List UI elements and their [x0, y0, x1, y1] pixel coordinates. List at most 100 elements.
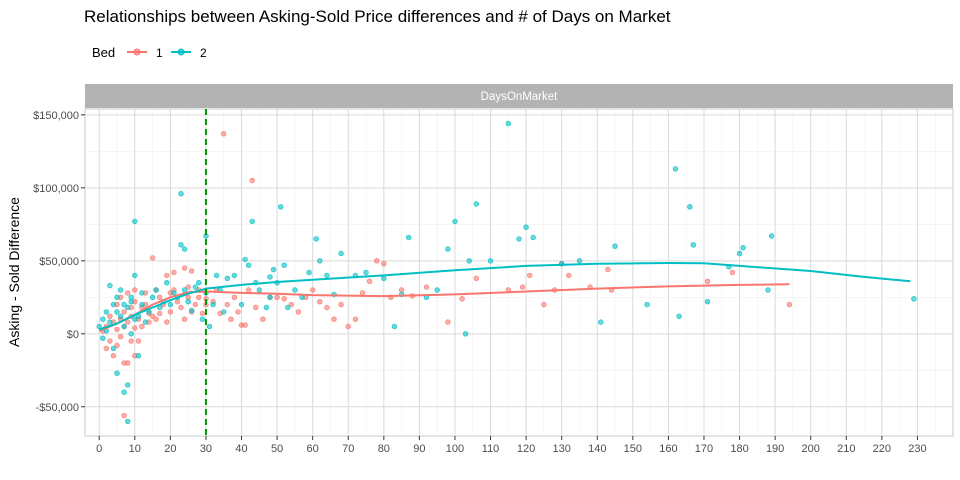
data-point-bed-1: [149, 255, 156, 261]
x-tick-label: 120: [517, 443, 535, 455]
data-point-bed-2: [132, 272, 138, 279]
data-point-bed-1: [459, 296, 465, 302]
data-point-bed-2: [107, 282, 113, 289]
data-point-bed-1: [114, 326, 120, 333]
data-point-bed-2: [270, 266, 277, 273]
facet-strip: DaysOnMarket: [85, 84, 953, 108]
data-point-bed-1: [167, 309, 174, 315]
data-point-bed-1: [381, 261, 387, 267]
legend-label-2: 2: [200, 46, 207, 60]
data-point-bed-1: [786, 301, 793, 308]
data-point-bed-1: [224, 301, 231, 308]
data-point-bed-1: [345, 323, 351, 330]
data-point-bed-1: [242, 322, 248, 328]
data-point-bed-1: [135, 338, 142, 344]
x-tick-label: 150: [624, 443, 642, 455]
chart-title: Relationships between Asking-Sold Price …: [84, 7, 671, 26]
x-tick-label: 80: [378, 443, 390, 455]
x-tick-label: 100: [446, 443, 464, 455]
data-point-bed-2: [278, 204, 284, 210]
data-point-bed-1: [153, 316, 159, 322]
data-point-bed-1: [174, 299, 181, 305]
data-point-bed-2: [768, 233, 775, 239]
data-point-bed-2: [690, 242, 696, 248]
data-point-bed-2: [139, 290, 145, 296]
data-point-bed-2: [911, 296, 917, 302]
data-point-bed-2: [238, 301, 245, 308]
x-tick-label: 30: [200, 443, 212, 455]
data-point-bed-1: [366, 278, 373, 284]
data-point-bed-2: [196, 280, 202, 286]
data-point-bed-2: [153, 287, 159, 293]
data-point-bed-2: [206, 323, 213, 330]
data-point-bed-2: [452, 218, 458, 225]
y-tick-label: $100,000: [33, 183, 79, 195]
data-point-bed-1: [128, 338, 134, 344]
data-point-bed-2: [267, 294, 273, 300]
data-point-bed-2: [100, 316, 106, 322]
data-point-bed-2: [324, 272, 330, 279]
data-point-bed-2: [114, 294, 120, 300]
data-point-bed-1: [124, 360, 131, 366]
data-point-bed-1: [338, 301, 344, 308]
legend-label-1: 1: [156, 46, 163, 60]
data-point-bed-2: [110, 301, 117, 308]
data-point-bed-2: [672, 166, 679, 172]
data-point-bed-2: [306, 269, 312, 276]
x-tick-label: 200: [802, 443, 820, 455]
data-point-bed-1: [199, 310, 206, 317]
data-point-bed-2: [434, 287, 440, 293]
data-point-bed-2: [231, 272, 238, 279]
data-point-bed-2: [687, 204, 693, 210]
data-point-bed-2: [263, 304, 270, 311]
x-tick-label: 90: [413, 443, 425, 455]
x-tick-label: 110: [482, 443, 500, 455]
data-point-bed-2: [245, 262, 252, 268]
data-point-bed-1: [331, 316, 337, 322]
data-point-bed-2: [132, 218, 138, 225]
data-point-bed-2: [128, 331, 134, 337]
data-point-bed-2: [576, 258, 583, 264]
data-point-bed-1: [149, 313, 156, 319]
x-tick-label: 190: [766, 443, 784, 455]
data-point-bed-2: [199, 316, 206, 322]
data-point-bed-2: [121, 323, 127, 330]
data-point-bed-2: [124, 418, 131, 425]
data-point-bed-1: [192, 301, 199, 308]
data-point-bed-1: [164, 319, 170, 325]
data-point-bed-2: [135, 353, 142, 359]
data-point-bed-2: [256, 287, 262, 293]
data-point-bed-1: [249, 177, 255, 184]
smooth-line-bed-2: [98, 261, 911, 331]
data-point-bed-2: [391, 323, 398, 330]
data-point-bed-2: [181, 246, 188, 252]
data-point-bed-2: [132, 316, 138, 322]
data-point-bed-2: [128, 294, 134, 300]
data-point-bed-2: [598, 319, 604, 325]
data-point-bed-2: [285, 304, 291, 311]
data-point-bed-2: [128, 299, 134, 305]
data-point-bed-1: [260, 316, 266, 322]
data-point-bed-1: [117, 334, 124, 340]
data-point-bed-2: [213, 272, 220, 279]
data-point-bed-2: [221, 309, 227, 315]
y-tick-label: $150,000: [33, 110, 79, 122]
facet-strip-background: [85, 84, 953, 108]
data-point-bed-1: [157, 294, 163, 300]
legend: Bed 1 2: [92, 45, 207, 60]
data-point-bed-1: [253, 304, 259, 311]
legend-entry-2: 2: [171, 46, 207, 60]
data-point-bed-2: [644, 301, 650, 308]
data-point-bed-1: [178, 304, 184, 311]
data-point-bed-1: [423, 284, 430, 290]
data-point-bed-2: [406, 234, 412, 241]
data-point-bed-1: [317, 299, 323, 305]
data-point-bed-1: [245, 287, 252, 293]
data-point-bed-1: [352, 316, 359, 322]
x-tick-label: 0: [96, 443, 102, 455]
data-point-bed-2: [516, 236, 522, 242]
data-point-bed-1: [107, 313, 113, 319]
data-point-bed-1: [132, 287, 138, 293]
data-point-bed-2: [124, 382, 131, 388]
